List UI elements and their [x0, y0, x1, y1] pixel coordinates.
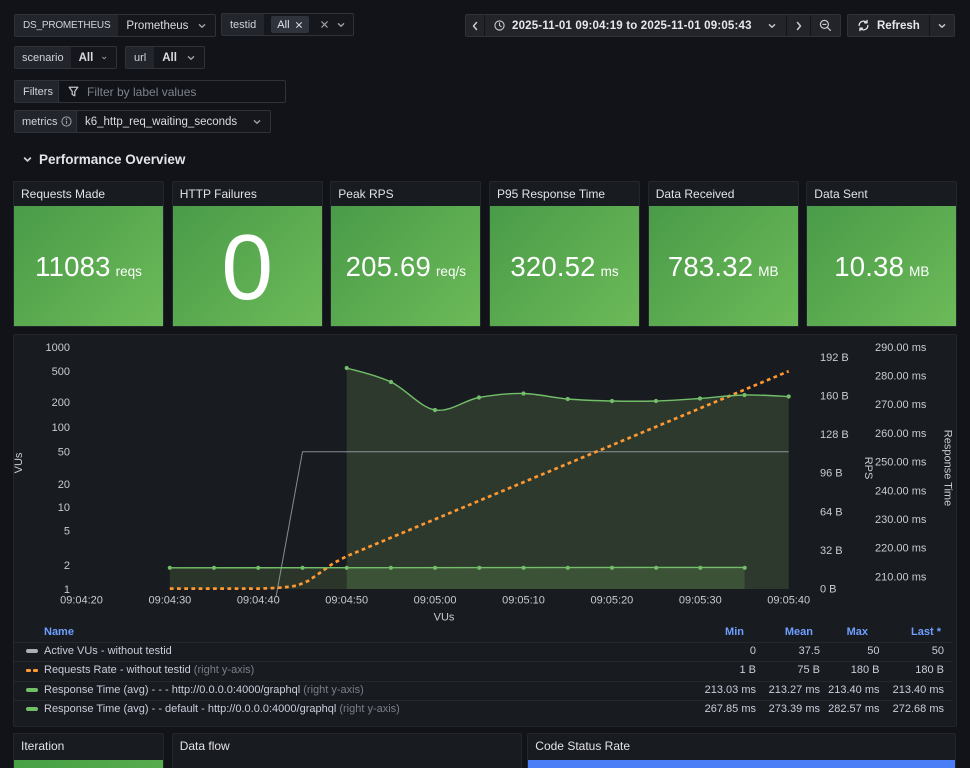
svg-text:1: 1 [64, 584, 70, 596]
svg-text:09:04:40: 09:04:40 [237, 594, 280, 606]
svg-text:RPS: RPS [862, 457, 874, 480]
svg-text:09:05:20: 09:05:20 [590, 594, 633, 606]
svg-text:220.00 ms: 220.00 ms [875, 543, 927, 555]
svg-text:240.00 ms: 240.00 ms [875, 485, 927, 497]
svg-text:50: 50 [58, 447, 70, 459]
svg-text:09:05:40: 09:05:40 [767, 594, 810, 606]
svg-text:10: 10 [58, 502, 70, 514]
svg-text:100: 100 [52, 422, 70, 434]
svg-text:09:05:10: 09:05:10 [502, 594, 545, 606]
svg-text:09:04:30: 09:04:30 [148, 594, 191, 606]
svg-text:09:05:30: 09:05:30 [679, 594, 722, 606]
svg-text:09:05:00: 09:05:00 [414, 594, 457, 606]
svg-text:210.00 ms: 210.00 ms [875, 571, 927, 583]
svg-text:500: 500 [52, 366, 70, 378]
svg-text:0 B: 0 B [820, 584, 837, 596]
svg-text:290.00 ms: 290.00 ms [875, 342, 927, 354]
svg-text:5: 5 [64, 525, 70, 537]
svg-text:20: 20 [58, 479, 70, 491]
svg-text:09:04:20: 09:04:20 [60, 594, 103, 606]
svg-text:32 B: 32 B [820, 545, 843, 557]
svg-text:270.00 ms: 270.00 ms [875, 399, 927, 411]
svg-text:160 B: 160 B [820, 391, 849, 403]
svg-text:260.00 ms: 260.00 ms [875, 428, 927, 440]
svg-text:128 B: 128 B [820, 429, 849, 441]
svg-text:200: 200 [52, 397, 70, 409]
svg-text:09:04:50: 09:04:50 [325, 594, 368, 606]
svg-text:280.00 ms: 280.00 ms [875, 371, 927, 383]
svg-text:VUs: VUs [13, 452, 25, 473]
svg-text:192 B: 192 B [820, 352, 849, 364]
svg-text:250.00 ms: 250.00 ms [875, 457, 927, 469]
svg-text:Response Time: Response Time [942, 430, 954, 506]
svg-text:2: 2 [64, 560, 70, 572]
svg-text:VUs: VUs [434, 612, 455, 624]
svg-text:1000: 1000 [46, 342, 70, 354]
svg-text:230.00 ms: 230.00 ms [875, 514, 927, 526]
svg-text:96 B: 96 B [820, 468, 843, 480]
svg-text:64 B: 64 B [820, 506, 843, 518]
